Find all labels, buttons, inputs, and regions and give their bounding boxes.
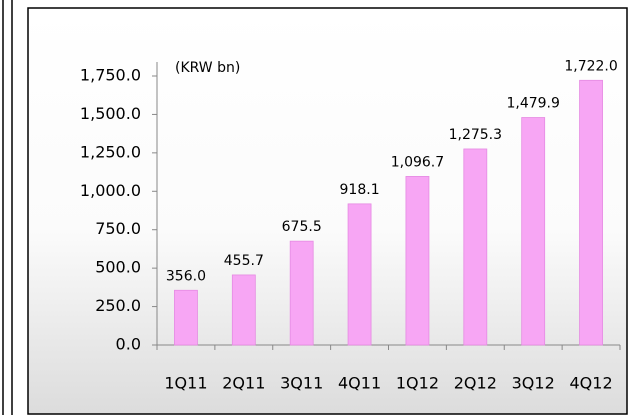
- data-label: 675.5: [282, 219, 322, 235]
- y-tick-label: 500.0: [95, 258, 141, 277]
- x-tick-label: 1Q11: [164, 374, 207, 393]
- bar: [521, 117, 546, 346]
- x-tick-label: 1Q12: [396, 374, 439, 393]
- x-tick-label: 2Q12: [454, 374, 497, 393]
- x-tick-label: 2Q11: [222, 374, 265, 393]
- x-tick-label: 4Q12: [569, 374, 612, 393]
- y-tick-label: 1,750.0: [80, 66, 141, 85]
- data-label: 1,096.7: [391, 154, 444, 170]
- unit-annotation: (KRW bn): [175, 60, 240, 76]
- y-tick-label: 750.0: [95, 219, 141, 238]
- data-label: 455.7: [224, 253, 264, 269]
- bar: [289, 240, 314, 346]
- bar: [579, 79, 603, 346]
- data-label: 1,479.9: [506, 96, 559, 112]
- y-tick-label: 1,500.0: [80, 104, 141, 123]
- bar: [174, 289, 198, 346]
- data-label: 918.1: [340, 182, 380, 198]
- bar: [463, 148, 488, 346]
- x-tick-label: 3Q11: [280, 374, 323, 393]
- y-tick-label: 1,250.0: [80, 142, 141, 161]
- x-tick-label: 4Q11: [338, 374, 381, 393]
- bar: [231, 274, 256, 346]
- y-tick-label: 250.0: [95, 296, 141, 315]
- y-tick-label: 0.0: [116, 335, 141, 354]
- data-label: 1,722.0: [564, 58, 617, 74]
- bar: [347, 203, 372, 346]
- y-tick-label: 1,000.0: [80, 181, 141, 200]
- x-tick-label: 3Q12: [512, 374, 555, 393]
- bar: [405, 176, 430, 346]
- data-label: 1,275.3: [449, 127, 502, 143]
- data-label: 356.0: [166, 268, 206, 284]
